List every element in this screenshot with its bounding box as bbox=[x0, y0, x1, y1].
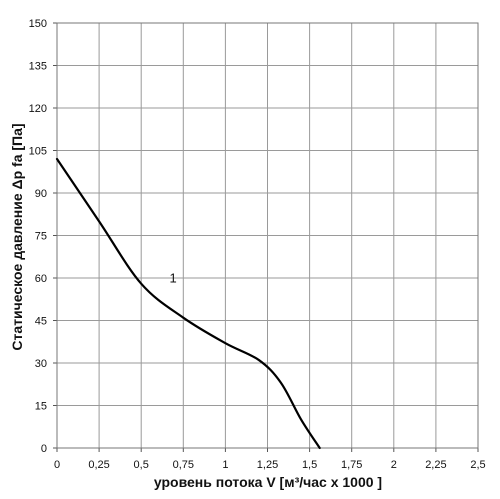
y-tick-labels: 0 15 30 45 60 75 90 105 120 135 150 bbox=[29, 18, 47, 455]
series-lines bbox=[55, 157, 321, 450]
y-tick-label: 90 bbox=[35, 188, 47, 200]
axes bbox=[53, 22, 479, 452]
x-tick-label: 2 bbox=[391, 459, 397, 471]
x-tick-labels: 0 0,25 0,5 0,75 1 1,25 1,5 1,75 2 2,25 2,5 bbox=[54, 459, 486, 471]
curve-label: 1 bbox=[169, 270, 176, 285]
x-tick-label: 0,5 bbox=[134, 459, 149, 471]
series-line-1 bbox=[55, 157, 321, 450]
x-tick-label: 0,75 bbox=[173, 459, 194, 471]
x-axis-title: уровень потока V [м³/час x 1000 ] bbox=[154, 474, 382, 490]
y-tick-label: 135 bbox=[29, 61, 47, 73]
y-tick-label: 15 bbox=[35, 401, 47, 413]
x-tick-label: 1,25 bbox=[257, 459, 278, 471]
x-tick-label: 1,5 bbox=[302, 459, 317, 471]
annotations: 1 bbox=[169, 270, 176, 285]
y-tick-label: 120 bbox=[29, 103, 47, 115]
x-tick-label: 1,75 bbox=[341, 459, 362, 471]
x-tick-label: 0 bbox=[54, 459, 60, 471]
y-tick-label: 75 bbox=[35, 231, 47, 243]
y-tick-label: 0 bbox=[41, 443, 47, 455]
x-tick-label: 0,25 bbox=[88, 459, 109, 471]
y-tick-label: 30 bbox=[35, 358, 47, 370]
y-axis-title: Статическое давление Δp fa [Па] bbox=[9, 123, 25, 350]
y-tick-label: 105 bbox=[29, 146, 47, 158]
x-tick-label: 1 bbox=[222, 459, 228, 471]
grid bbox=[56, 22, 479, 449]
y-tick-label: 45 bbox=[35, 316, 47, 328]
plot-frame bbox=[56, 22, 479, 449]
x-tick-label: 2,25 bbox=[425, 459, 446, 471]
x-tick-label: 2,5 bbox=[470, 459, 485, 471]
y-tick-label: 60 bbox=[35, 273, 47, 285]
y-tick-label: 150 bbox=[29, 18, 47, 30]
